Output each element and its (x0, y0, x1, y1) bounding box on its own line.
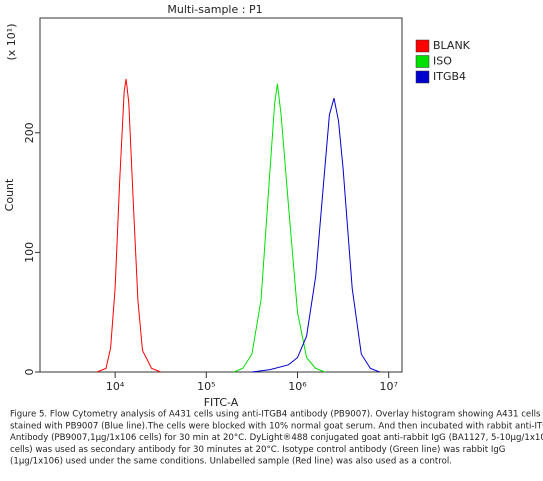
legend-swatch (415, 70, 430, 84)
x-tick-label: 10⁶ (288, 380, 307, 393)
legend-label: ISO (433, 55, 452, 68)
plot-frame (39, 17, 403, 373)
y-tick-label: 200 (23, 122, 36, 143)
x-tick-label: 10⁴ (106, 380, 125, 393)
legend-swatch (415, 39, 430, 53)
legend-label: BLANK (433, 39, 471, 52)
legend-label: ITGB4 (433, 70, 466, 83)
y-tick-label: 100 (23, 242, 36, 263)
x-tick-label: 10⁷ (379, 380, 397, 393)
histogram-line (251, 97, 380, 373)
histogram-line (96, 78, 161, 373)
caption-line: cells) was used as secondary antibody fo… (10, 445, 505, 455)
y-axis-unit: (x 10¹) (5, 24, 18, 61)
chart-title: Multi-sample : P1 (167, 3, 262, 16)
caption-line: stained with PB9007 (Blue line).The cell… (10, 421, 543, 431)
histogram-line (233, 83, 325, 373)
x-axis-label: FITC-A (204, 396, 239, 409)
caption-line: Figure 5. Flow Cytometry analysis of A43… (10, 410, 541, 420)
y-axis-label: Count (3, 178, 16, 211)
caption-line: Antibody (PB9007,1µg/1x106 cells) for 30… (10, 433, 543, 443)
y-tick-label: 0 (23, 369, 36, 376)
caption-line: (1µg/1x106) used under the same conditio… (10, 457, 452, 467)
x-tick-label: 10⁵ (197, 380, 215, 393)
legend-swatch (415, 55, 430, 68)
